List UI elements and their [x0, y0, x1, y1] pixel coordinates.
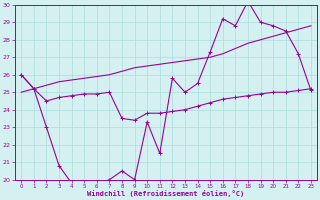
X-axis label: Windchill (Refroidissement éolien,°C): Windchill (Refroidissement éolien,°C) — [87, 190, 245, 197]
